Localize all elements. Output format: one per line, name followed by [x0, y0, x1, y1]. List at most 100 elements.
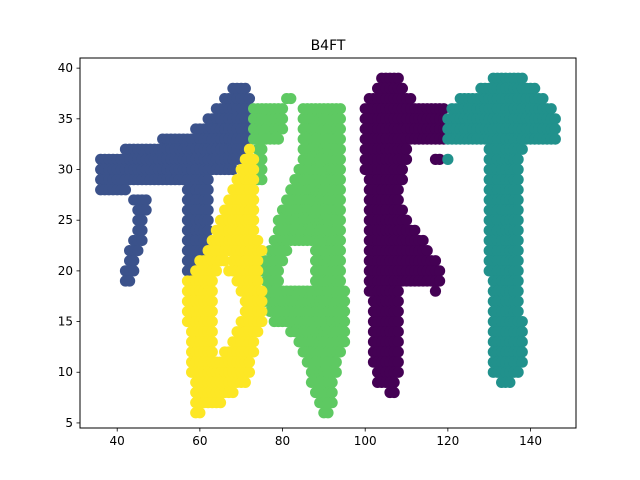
data-point: [214, 397, 227, 409]
data-point: [136, 224, 148, 236]
data-point: [248, 204, 260, 216]
data-point: [512, 184, 524, 196]
data-point: [396, 174, 408, 186]
data-point: [252, 326, 264, 338]
data-point: [392, 315, 404, 328]
data-point: [326, 376, 338, 388]
data-point: [227, 386, 239, 399]
data-point: [206, 305, 218, 318]
data-point: [248, 174, 260, 186]
data-point: [322, 407, 334, 419]
data-point: [248, 214, 260, 226]
data-point: [256, 305, 268, 318]
data-point: [206, 336, 218, 348]
data-point: [136, 234, 148, 247]
y-tick-label: 15: [58, 315, 73, 329]
data-point: [512, 265, 524, 277]
data-point: [219, 255, 231, 267]
data-point: [202, 214, 214, 226]
data-point: [256, 295, 268, 307]
data-point: [392, 356, 404, 368]
data-point: [549, 133, 561, 145]
data-point: [512, 214, 524, 226]
y-tick-label: 10: [58, 365, 73, 379]
data-point: [512, 224, 524, 236]
data-point: [334, 174, 346, 186]
data-point: [338, 285, 351, 297]
data-point: [128, 265, 140, 277]
data-point: [248, 336, 260, 348]
data-point: [334, 153, 346, 165]
data-point: [252, 275, 264, 287]
data-point: [330, 366, 342, 378]
data-point: [194, 407, 206, 419]
data-point: [140, 194, 152, 206]
data-point: [421, 245, 433, 257]
data-point: [512, 366, 524, 378]
data-point: [392, 72, 404, 84]
data-point: [326, 397, 338, 409]
data-point: [537, 92, 549, 105]
data-point: [272, 275, 284, 287]
data-point: [400, 143, 413, 155]
data-point: [334, 224, 346, 236]
data-point: [256, 174, 268, 186]
data-point: [243, 143, 256, 155]
data-point: [434, 275, 446, 287]
data-point: [388, 386, 400, 399]
data-point: [512, 153, 524, 165]
data-point: [512, 305, 524, 318]
data-point: [124, 275, 136, 287]
y-tick-label: 30: [58, 163, 73, 177]
data-point: [434, 265, 446, 277]
data-point: [334, 204, 346, 216]
data-point: [512, 285, 524, 297]
data-point: [252, 234, 264, 247]
data-point: [409, 224, 421, 236]
data-point: [545, 103, 557, 115]
data-point: [272, 265, 284, 277]
x-tick-label: 40: [110, 434, 125, 448]
data-point: [256, 245, 268, 257]
data-point: [248, 346, 260, 358]
x-tick-label: 140: [519, 434, 542, 448]
series-1: [95, 82, 256, 287]
data-point: [392, 285, 404, 297]
data-point: [396, 163, 408, 176]
data-point: [504, 376, 516, 388]
data-point: [206, 346, 218, 358]
data-point: [429, 255, 442, 267]
data-point: [438, 103, 450, 115]
data-point: [334, 346, 346, 358]
data-point: [338, 295, 351, 307]
data-point: [334, 143, 346, 155]
data-point: [334, 194, 346, 206]
data-point: [256, 315, 268, 328]
data-point: [400, 153, 413, 165]
data-point: [512, 245, 524, 257]
data-point: [512, 255, 524, 267]
data-point: [248, 153, 260, 165]
series-3: [248, 92, 351, 419]
data-point: [512, 163, 524, 176]
x-tick-label: 60: [192, 434, 207, 448]
data-point: [119, 184, 132, 196]
data-point: [334, 113, 346, 125]
data-point: [516, 315, 528, 328]
data-point: [549, 113, 561, 125]
data-point: [334, 234, 346, 247]
data-point: [248, 194, 260, 206]
y-tick-label: 35: [58, 112, 73, 126]
data-point: [202, 224, 214, 236]
data-point: [243, 366, 256, 378]
data-point: [529, 82, 541, 95]
data-point: [334, 214, 346, 226]
data-point: [256, 153, 268, 165]
data-point: [405, 92, 417, 105]
data-point: [392, 366, 404, 378]
data-point: [334, 123, 346, 135]
data-point: [206, 295, 218, 307]
data-point: [334, 103, 346, 115]
data-point: [392, 336, 404, 348]
data-point: [549, 123, 561, 135]
